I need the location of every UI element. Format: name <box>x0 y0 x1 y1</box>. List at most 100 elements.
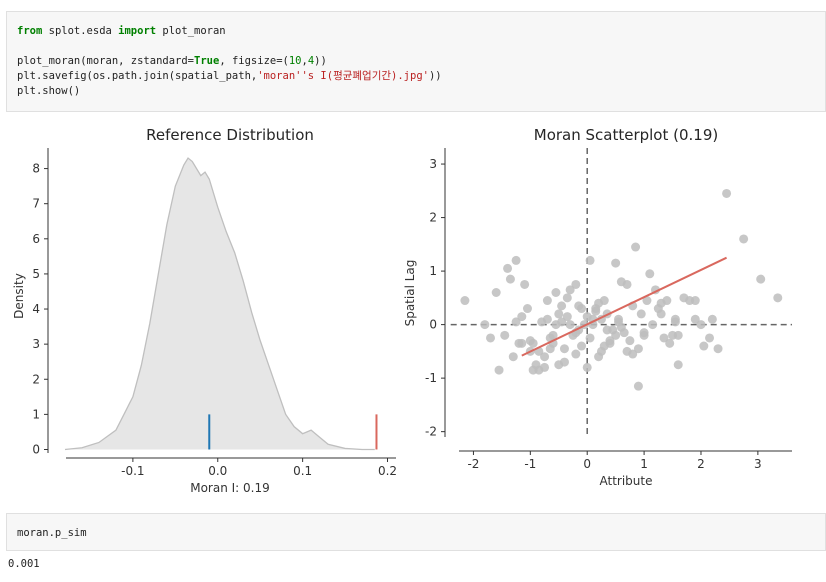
scatter-point <box>522 304 532 314</box>
regression-line <box>521 256 728 357</box>
scatter-point <box>756 274 766 284</box>
scatter-point <box>616 277 626 287</box>
chart-title: Moran Scatterplot (0.19) <box>534 126 719 144</box>
x-tick-label: 1 <box>640 457 648 471</box>
scatter-point <box>648 320 658 330</box>
code-block: from splot.esda import plot_moran plot_m… <box>17 24 815 99</box>
code-psim: moran.p_sim <box>17 527 87 539</box>
scatter-point <box>690 314 700 324</box>
scatter-point <box>571 279 581 289</box>
scatter-point <box>582 362 592 372</box>
x-tick-label: 0 <box>583 457 591 471</box>
y-axis-label: Density <box>12 273 26 319</box>
scatter-point <box>557 301 567 311</box>
scatter-point <box>631 242 641 252</box>
scatter-point <box>582 312 592 322</box>
scatter-point <box>565 320 575 330</box>
scatter-point <box>514 338 524 348</box>
y-axis-label: Spatial Lag <box>403 260 417 327</box>
scatter-point <box>577 304 587 314</box>
scatter-point <box>642 296 652 306</box>
code-show-line: plt.show() <box>17 85 81 97</box>
scatter-point <box>705 333 715 343</box>
scatter-point <box>517 312 527 322</box>
scatter-point <box>668 330 678 340</box>
scatter-point <box>594 298 604 308</box>
scatter-point <box>645 269 655 279</box>
x-tick-label: 0.1 <box>293 464 312 478</box>
reference-distribution-plot: Reference Distribution 0 1 2 3 4 5 6 7 8 -0.1 0.0 0.… <box>12 126 397 495</box>
scatter-point <box>528 338 538 348</box>
scatter-point <box>508 352 518 362</box>
y-tick-label: 7 <box>32 197 40 211</box>
y-tick-label: 8 <box>32 162 40 176</box>
code-true-literal: True <box>194 55 220 67</box>
scatter-point <box>480 320 490 330</box>
scatter-point <box>551 288 561 297</box>
scatter-point <box>551 320 561 330</box>
y-tick-label: -2 <box>425 425 437 439</box>
code-num-10: 10 <box>288 55 302 67</box>
scatter-point <box>511 255 521 265</box>
code-line-call-pre: plot_moran(moran, zstandard= <box>17 55 195 67</box>
code-savefig-pre: plt.savefig(os.path.join(spatial_path, <box>17 70 258 82</box>
scatter-point <box>739 234 749 244</box>
scatter-point <box>460 296 470 306</box>
y-tick-label: 4 <box>32 302 40 316</box>
y-tick-label: 2 <box>429 211 437 225</box>
scatter-point <box>611 258 621 268</box>
x-tick-label: 0.0 <box>208 464 227 478</box>
scatter-point <box>633 381 643 391</box>
scatter-point <box>659 333 669 343</box>
y-tick-label: 5 <box>32 267 40 281</box>
scatter-point <box>505 274 515 284</box>
code-num-4: 4 <box>307 55 315 67</box>
figure-output: Reference Distribution 0 1 2 3 4 5 6 7 8 -0.1 0.0 0.… <box>12 126 792 495</box>
code-line-call-post: )) <box>314 55 327 67</box>
scatter-point <box>562 312 572 322</box>
scatter-point <box>486 333 496 343</box>
x-tick-label: 2 <box>697 457 705 471</box>
x-tick-label: -1 <box>524 457 536 471</box>
scatter-point <box>540 352 550 362</box>
scatter-point <box>707 314 717 324</box>
module-name: splot.esda <box>42 25 119 37</box>
scatter-point <box>773 293 783 303</box>
scatter-point <box>511 317 521 327</box>
code-cell-psim[interactable]: moran.p_sim <box>6 513 826 551</box>
y-tick-label: 0 <box>429 318 437 332</box>
scatter-point <box>585 333 595 343</box>
scatter-point <box>540 362 550 372</box>
import-target: plot_moran <box>156 25 226 37</box>
code-comma: , <box>301 55 308 67</box>
scatter-point <box>503 263 513 273</box>
scatter-point <box>559 357 569 367</box>
scatter-point <box>696 320 706 330</box>
y-tick-label: 1 <box>429 264 437 278</box>
scatter-point <box>500 330 510 340</box>
scatter-point <box>542 314 552 324</box>
code-cell-plot[interactable]: from splot.esda import plot_moran plot_m… <box>6 11 826 112</box>
scatter-point <box>565 285 575 295</box>
scatter-point <box>665 338 675 348</box>
scatter-point <box>625 336 635 346</box>
scatter-point <box>656 298 666 308</box>
scatter-point <box>614 314 623 324</box>
scatter-point <box>585 255 595 265</box>
keyword-from: from <box>17 25 43 37</box>
scatter-point <box>636 309 646 319</box>
scatter-point <box>571 349 581 359</box>
scatter-point <box>599 341 609 351</box>
keyword-import: import <box>118 25 157 37</box>
scatter-point <box>559 344 569 354</box>
scatter-point <box>562 293 572 303</box>
y-tick-label: 0 <box>32 442 40 456</box>
y-tick-label: 1 <box>32 407 40 421</box>
scatter-point <box>531 360 541 370</box>
moran-scatterplot: Moran Scatterplot (0.19) -2 -1 0 1 2 3 -2 -1 0 1 2 3… <box>403 126 792 488</box>
code-line-call-mid: , figsize=( <box>219 55 289 67</box>
scatter-point <box>602 325 612 335</box>
scatter-point <box>633 344 643 354</box>
scatter-point <box>520 279 530 289</box>
scatter-point <box>713 344 723 354</box>
